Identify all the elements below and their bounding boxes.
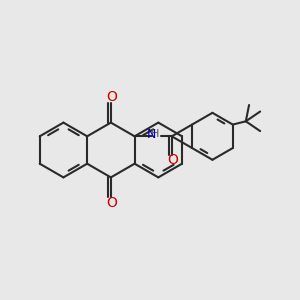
Text: H: H: [151, 129, 160, 139]
Text: O: O: [106, 90, 117, 104]
Text: O: O: [167, 153, 178, 167]
Text: N: N: [147, 128, 156, 141]
Text: O: O: [106, 196, 117, 210]
